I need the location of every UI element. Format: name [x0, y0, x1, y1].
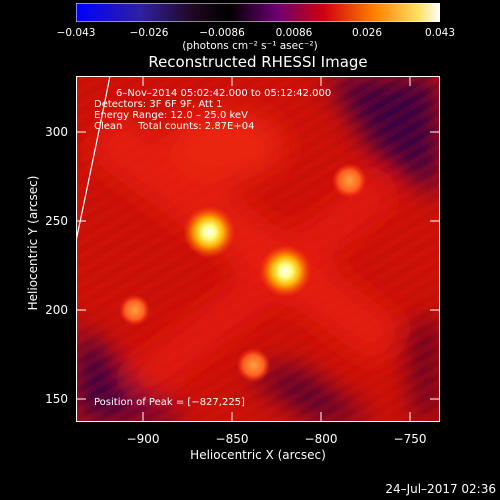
y-axis-label: Heliocentric Y (arcsec) — [26, 175, 40, 311]
info-total-counts: Clean Total counts: 2.87E+04 — [94, 121, 255, 132]
source-1 — [183, 206, 236, 259]
colorbar-tick: −0.043 — [56, 27, 96, 39]
info-energy-range: Energy Range: 12.0 – 25.0 keV — [94, 110, 248, 121]
source-group — [119, 163, 367, 383]
y-tick-label: 300 — [45, 125, 68, 139]
colorbar-tick: 0.026 — [351, 27, 383, 39]
peak-position: Position of Peak = [−827,225] — [94, 397, 245, 408]
colorbar-units: (photons cm⁻² s⁻¹ asec⁻²) — [182, 40, 318, 52]
source-4 — [236, 348, 271, 383]
info-time-range: 6–Nov–2014 05:02:42.000 to 05:12:42.000 — [116, 88, 332, 99]
info-detectors: Detectors: 3F 6F 9F, Att 1 — [94, 99, 223, 110]
colorbar-tick: −0.026 — [129, 27, 169, 39]
source-2 — [259, 245, 312, 298]
y-tick-label: 250 — [45, 214, 68, 228]
y-tick-label: 150 — [45, 392, 68, 406]
x-tick-label: −750 — [393, 432, 427, 446]
rhessi-image — [76, 76, 440, 422]
x-tick-label: −900 — [126, 432, 160, 446]
colorbar — [76, 3, 440, 22]
colorbar-tick: 0.0086 — [275, 27, 313, 39]
x-axis-label: Heliocentric X (arcsec) — [190, 448, 326, 462]
source-5 — [119, 294, 151, 326]
x-tick-label: −800 — [304, 432, 338, 446]
source-3 — [331, 163, 367, 199]
colorbar-tick: −0.0086 — [199, 27, 245, 39]
timestamp: 24–Jul–2017 02:36 — [385, 482, 496, 496]
colorbar-tick: 0.043 — [424, 27, 456, 39]
y-tick-label: 200 — [45, 303, 68, 317]
plot-title: Reconstructed RHESSI Image — [148, 53, 368, 71]
x-tick-label: −850 — [215, 432, 249, 446]
